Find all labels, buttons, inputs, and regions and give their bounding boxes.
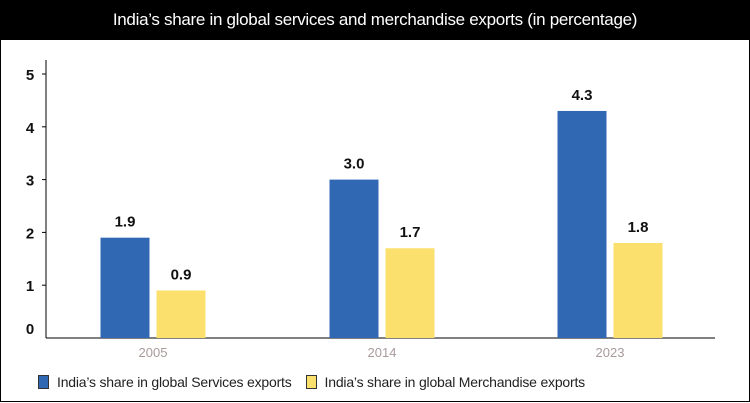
y-tick-label: 4 [26, 120, 35, 137]
data-label: 3.0 [344, 156, 365, 173]
data-label: 4.3 [572, 87, 593, 104]
data-label: 0.9 [171, 266, 192, 283]
legend-item-services: India’s share in global Services exports [38, 374, 292, 390]
legend: India’s share in global Services exports… [38, 374, 585, 390]
x-tick-label: 2005 [139, 345, 168, 360]
legend-swatch-merchandise [305, 375, 317, 389]
y-tick-label: 2 [26, 225, 34, 242]
legend-label-merchandise: India’s share in global Merchandise expo… [324, 374, 586, 390]
legend-swatch-services [38, 375, 49, 389]
legend-item-merchandise: India’s share in global Merchandise expo… [305, 374, 586, 390]
data-label: 1.8 [628, 219, 649, 236]
bar-services-2014 [329, 179, 379, 338]
x-tick-label: 2023 [596, 345, 625, 360]
bar-merchandise-2023 [613, 242, 663, 338]
data-label: 1.9 [115, 214, 136, 231]
y-tick-label: 5 [26, 67, 34, 84]
legend-label-services: India’s share in global Services exports [57, 374, 292, 390]
chart-title: India’s share in global services and mer… [0, 0, 750, 40]
bar-merchandise-2005 [156, 290, 206, 338]
bar-services-2023 [557, 110, 607, 339]
y-tick-label: 1 [26, 278, 34, 295]
bar-merchandise-2014 [385, 248, 435, 338]
bar-services-2005 [100, 237, 150, 338]
y-tick-label: 3 [26, 173, 34, 190]
data-label: 1.7 [400, 224, 421, 241]
x-tick-label: 2014 [368, 345, 397, 360]
y-tick-label: 0 [26, 321, 34, 338]
